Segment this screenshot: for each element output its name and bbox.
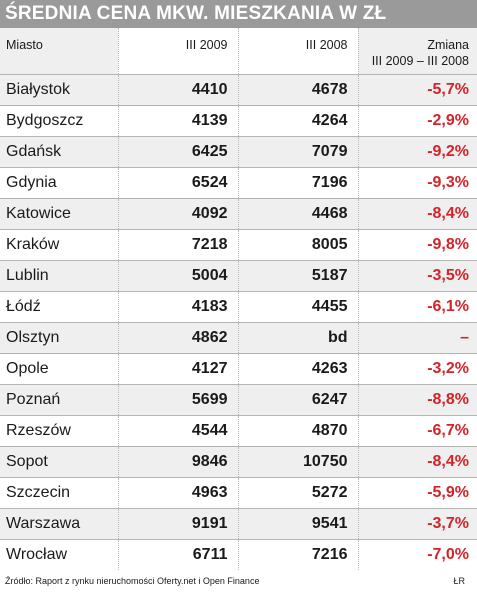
city-cell: Lublin [0, 259, 118, 291]
header-row: Miasto III 2009 III 2008 Zmiana III 2009… [0, 28, 477, 74]
table-row: Bydgoszcz 4139 4264 -2,9% [0, 104, 477, 136]
table-row: Sopot 9846 10750 -8,4% [0, 445, 477, 477]
header-change: Zmiana III 2009 – III 2008 [357, 28, 477, 74]
price-2008-cell: 7079 [237, 135, 358, 167]
price-2008-cell: 9541 [237, 507, 358, 539]
price-2008-cell: 7216 [237, 538, 358, 570]
table-row: Opole 4127 4263 -3,2% [0, 352, 477, 384]
price-2009-cell: 6711 [117, 538, 238, 570]
price-2008-cell: 5187 [237, 259, 358, 291]
price-2008-cell: 6247 [237, 383, 358, 415]
table-body: Białystok 4410 4678 -5,7% Bydgoszcz 4139 4264-… [0, 73, 477, 570]
price-2008-cell: 10750 [237, 445, 358, 477]
price-2008-cell: bd [237, 321, 358, 353]
price-2009-cell: 5004 [117, 259, 238, 291]
table-row: Gdynia 6524 7196 -9,3% [0, 166, 477, 198]
change-cell: -5,9% [357, 476, 477, 508]
table-row: Lublin 5004 5187 -3,5% [0, 259, 477, 291]
price-2009-cell: 4862 [117, 321, 238, 353]
price-2008-cell: 4263 [237, 352, 358, 384]
price-2009-cell: 4963 [117, 476, 238, 508]
table-row: Poznań 5699 6247 -8,8% [0, 383, 477, 415]
source-note: Źródło: Raport z rynku nieruchomości Ofe… [5, 576, 260, 586]
price-2009-cell: 4410 [117, 73, 238, 105]
change-cell: -7,0% [357, 538, 477, 570]
change-cell: -5,7% [357, 73, 477, 105]
change-cell: -8,4% [357, 197, 477, 229]
price-2009-cell: 9846 [117, 445, 238, 477]
footer: Źródło: Raport z rynku nieruchomości Ofe… [0, 574, 477, 588]
table-row: Rzeszów 4544 4870 -6,7% [0, 414, 477, 446]
change-cell: -9,3% [357, 166, 477, 198]
table-row: Szczecin 4963 5272 -5,9% [0, 476, 477, 508]
price-2008-cell: 4468 [237, 197, 358, 229]
author-credit: ŁR [453, 576, 465, 586]
header-change-period: III 2009 – III 2008 [371, 54, 469, 68]
price-2009-cell: 4183 [117, 290, 238, 322]
table-row: Gdańsk 6425 7079 -9,2% [0, 135, 477, 167]
change-cell: -3,2% [357, 352, 477, 384]
price-2009-cell: 6524 [117, 166, 238, 198]
city-cell: Łódź [0, 290, 118, 322]
price-2008-cell: 7196 [237, 166, 358, 198]
change-cell: -9,2% [357, 135, 477, 167]
price-2009-cell: 7218 [117, 228, 238, 260]
table-row: Warszawa 9191 9541 -3,7% [0, 507, 477, 539]
change-cell: -8,8% [357, 383, 477, 415]
header-city: Miasto [0, 28, 118, 74]
city-cell: Poznań [0, 383, 118, 415]
city-cell: Sopot [0, 445, 118, 477]
table-row: Wrocław 6711 7216 -7,0% [0, 538, 477, 570]
price-2008-cell: 4264 [237, 104, 358, 136]
table-row: Kraków 7218 8005 -9,8% [0, 228, 477, 260]
change-cell: -8,4% [357, 445, 477, 477]
table-row: Olsztyn 4862 bd – [0, 321, 477, 353]
city-cell: Wrocław [0, 538, 118, 570]
price-2008-cell: 4455 [237, 290, 358, 322]
change-cell: -6,1% [357, 290, 477, 322]
price-2008-cell: 4678 [237, 73, 358, 105]
city-cell: Katowice [0, 197, 118, 229]
city-cell: Opole [0, 352, 118, 384]
change-cell: -6,7% [357, 414, 477, 446]
price-2009-cell: 4127 [117, 352, 238, 384]
city-cell: Białystok [0, 73, 118, 105]
price-2008-cell: 4870 [237, 414, 358, 446]
city-cell: Rzeszów [0, 414, 118, 446]
change-cell: -9,8% [357, 228, 477, 260]
price-2008-cell: 5272 [237, 476, 358, 508]
header-change-label: Zmiana [427, 38, 469, 52]
header-2008: III 2008 [237, 28, 358, 74]
price-2009-cell: 5699 [117, 383, 238, 415]
change-cell: -3,7% [357, 507, 477, 539]
city-cell: Gdańsk [0, 135, 118, 167]
price-2009-cell: 6425 [117, 135, 238, 167]
table-title: ŚREDNIA CENA MKW. MIESZKANIA W ZŁ [0, 0, 477, 28]
price-2009-cell: 4544 [117, 414, 238, 446]
price-2009-cell: 9191 [117, 507, 238, 539]
price-table: Miasto III 2009 III 2008 Zmiana III 2009… [0, 28, 477, 570]
price-2009-cell: 4139 [117, 104, 238, 136]
table-row: Łódź 4183 4455 -6,1% [0, 290, 477, 322]
city-cell: Warszawa [0, 507, 118, 539]
city-cell: Gdynia [0, 166, 118, 198]
city-cell: Olsztyn [0, 321, 118, 353]
change-cell: – [357, 321, 477, 353]
city-cell: Szczecin [0, 476, 118, 508]
header-2009: III 2009 [117, 28, 238, 74]
table-row: Katowice 4092 4468 -8,4% [0, 197, 477, 229]
table-row: Białystok 4410 4678 -5,7% [0, 73, 477, 105]
change-cell: -3,5% [357, 259, 477, 291]
city-cell: Bydgoszcz [0, 104, 118, 136]
price-2009-cell: 4092 [117, 197, 238, 229]
change-cell: -2,9% [357, 104, 477, 136]
city-cell: Kraków [0, 228, 118, 260]
price-2008-cell: 8005 [237, 228, 358, 260]
